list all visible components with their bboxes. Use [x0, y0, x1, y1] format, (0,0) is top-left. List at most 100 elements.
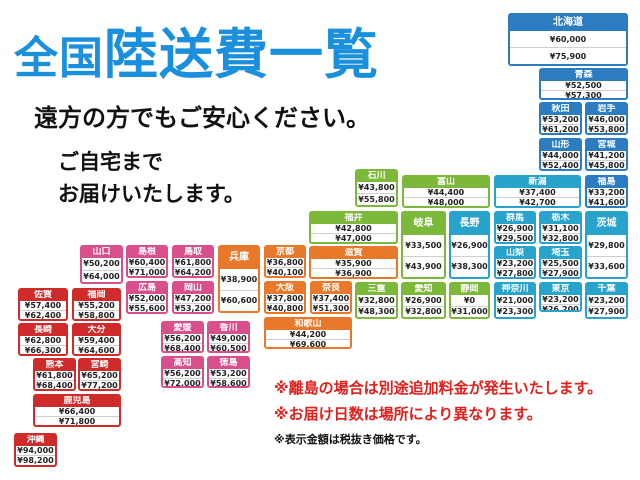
prefecture-box: 岐阜 ¥33,500 ¥43,900 [401, 211, 446, 279]
prefecture-box: 三重 ¥32,800 ¥48,300 [355, 282, 398, 319]
price-value: ¥26,900 [496, 224, 534, 233]
prefecture-name: 鹿児島 [63, 396, 91, 406]
price-value: ¥33,200 [588, 188, 625, 197]
prefecture-box: 和歌山 ¥44,200 ¥69,600 [264, 317, 352, 349]
price-value: ¥72,000 [163, 378, 202, 388]
price-value: ¥32,800 [403, 305, 444, 318]
price-list: ¥37,400 ¥42,700 [496, 188, 579, 206]
prefecture-name: 沖縄 [26, 435, 45, 445]
prefecture-box: 鳥取 ¥61,800 ¥64,200 [172, 245, 214, 278]
price-list: ¥61,800 ¥68,400 [35, 371, 74, 390]
price-value: ¥33,500 [405, 240, 442, 250]
price-value: ¥47,000 [311, 233, 396, 242]
price-value: ¥53,200 [174, 303, 212, 313]
prefecture-box: 沖縄 ¥94,000 ¥98,200 [14, 433, 57, 467]
price-value: ¥33,600 [587, 255, 626, 278]
prefecture-box: 滋賀 ¥35,900 ¥36,900 [309, 246, 398, 279]
price-list: ¥32,800 ¥48,300 [357, 295, 396, 317]
price-value: ¥26,200 [541, 304, 580, 312]
price-list: ¥44,200 ¥69,600 [266, 330, 350, 347]
price-value: ¥43,800 [358, 183, 395, 192]
prefecture-name: 長崎 [33, 325, 52, 335]
price-value: ¥41,200 [588, 151, 625, 160]
price-list: ¥25,500 ¥27,900 [541, 259, 580, 277]
price-value: ¥66,400 [58, 407, 96, 416]
price-value: ¥68,400 [35, 380, 74, 390]
price-list: ¥62,800 ¥66,300 [20, 336, 66, 354]
price-list: ¥0 ¥31,000 [451, 295, 488, 317]
price-value: ¥23,200 [588, 295, 625, 305]
price-value: ¥60,400 [128, 258, 166, 267]
price-list: ¥66,400 ¥71,800 [35, 407, 119, 425]
price-value: ¥77,200 [80, 380, 119, 390]
price-value: ¥40,100 [266, 267, 304, 277]
prefecture-name: 奈良 [321, 283, 340, 293]
prefecture-box: 栃木 ¥31,100 ¥32,800 [539, 211, 582, 244]
price-value: ¥40,800 [266, 303, 304, 313]
price-value: ¥41,600 [587, 197, 626, 207]
price-list: ¥65,200 ¥77,200 [80, 371, 119, 390]
prefecture-box: 宮崎 ¥65,200 ¥77,200 [78, 358, 121, 391]
page-title: 全国陸送費一覧 [14, 10, 379, 89]
prefecture-name: 宮崎 [90, 360, 109, 370]
price-value: ¥29,500 [496, 233, 534, 243]
prefecture-box: 神奈川 ¥21,000 ¥23,300 [494, 282, 536, 319]
price-list: ¥21,000 ¥23,300 [496, 295, 534, 317]
price-value: ¥35,900 [335, 259, 372, 268]
price-value: ¥37,800 [266, 294, 304, 303]
prefecture-name: 岩手 [597, 104, 616, 114]
price-list: ¥60,000 ¥75,900 [510, 31, 626, 64]
prefecture-box: 山形 ¥44,000 ¥52,400 [539, 138, 582, 171]
prefecture-name: 青森 [574, 70, 593, 80]
price-value: ¥52,400 [541, 160, 580, 170]
price-value: ¥27,800 [496, 268, 534, 278]
prefecture-name: 茨城 [596, 218, 617, 229]
price-list: ¥23,200 ¥26,200 [541, 295, 580, 312]
price-value: ¥69,600 [266, 339, 350, 347]
price-list: ¥33,500 ¥43,900 [403, 235, 444, 277]
price-value: ¥57,400 [24, 301, 62, 310]
price-value: ¥98,200 [16, 455, 55, 465]
prefecture-name: 大阪 [275, 283, 294, 293]
price-list: ¥26,900 ¥32,800 [403, 295, 444, 317]
price-value: ¥64,600 [74, 345, 119, 354]
prefecture-name: 静岡 [460, 284, 479, 294]
price-value: ¥51,300 [312, 303, 350, 313]
price-list: ¥38,900 ¥60,600 [220, 269, 258, 311]
title-part-2: 陸送費 [104, 23, 269, 86]
prefecture-box: 大分 ¥59,400 ¥64,600 [72, 323, 121, 356]
prefecture-name: 埼玉 [551, 248, 570, 258]
prefecture-box: 東京 ¥23,200 ¥26,200 [539, 282, 582, 312]
price-value: ¥46,000 [588, 115, 625, 124]
price-value: ¥66,300 [20, 345, 66, 354]
price-value: ¥32,800 [358, 295, 395, 305]
prefecture-name: 高知 [173, 358, 192, 368]
prefecture-name: 大分 [87, 325, 106, 335]
prefecture-name: 秋田 [551, 104, 570, 114]
prefecture-name: 三重 [367, 284, 386, 294]
prefecture-name: 北海道 [553, 17, 583, 28]
price-list: ¥44,000 ¥52,400 [541, 151, 580, 170]
prefecture-box: 福岡 ¥55,200 ¥58,800 [72, 288, 121, 321]
price-value: ¥23,200 [496, 259, 534, 268]
price-list: ¥37,800 ¥40,800 [266, 294, 304, 313]
price-list: ¥49,000 ¥60,500 [209, 334, 248, 353]
prefecture-name: 富山 [436, 177, 455, 187]
price-value: ¥26,900 [451, 240, 488, 250]
price-list: ¥52,500 ¥57,300 [541, 81, 626, 98]
price-list: ¥42,800 ¥47,000 [311, 224, 396, 242]
prefecture-name: 宮城 [597, 140, 616, 150]
price-value: ¥29,800 [588, 240, 625, 250]
prefecture-box: 群馬 ¥26,900 ¥29,500 [494, 211, 536, 244]
price-value: ¥26,900 [405, 295, 442, 305]
prefecture-name: 山形 [551, 140, 570, 150]
price-value: ¥64,200 [174, 267, 212, 277]
price-value: ¥23,200 [542, 295, 579, 304]
prefecture-box: 京都 ¥36,800 ¥40,100 [264, 245, 306, 278]
price-list: ¥56,200 ¥68,400 [163, 334, 202, 351]
price-value: ¥60,500 [209, 343, 248, 353]
price-value: ¥52,500 [565, 81, 602, 90]
price-value: ¥49,000 [210, 334, 247, 343]
price-value: ¥45,800 [587, 160, 626, 170]
prefecture-box: 広島 ¥52,000 ¥55,600 [126, 281, 168, 314]
